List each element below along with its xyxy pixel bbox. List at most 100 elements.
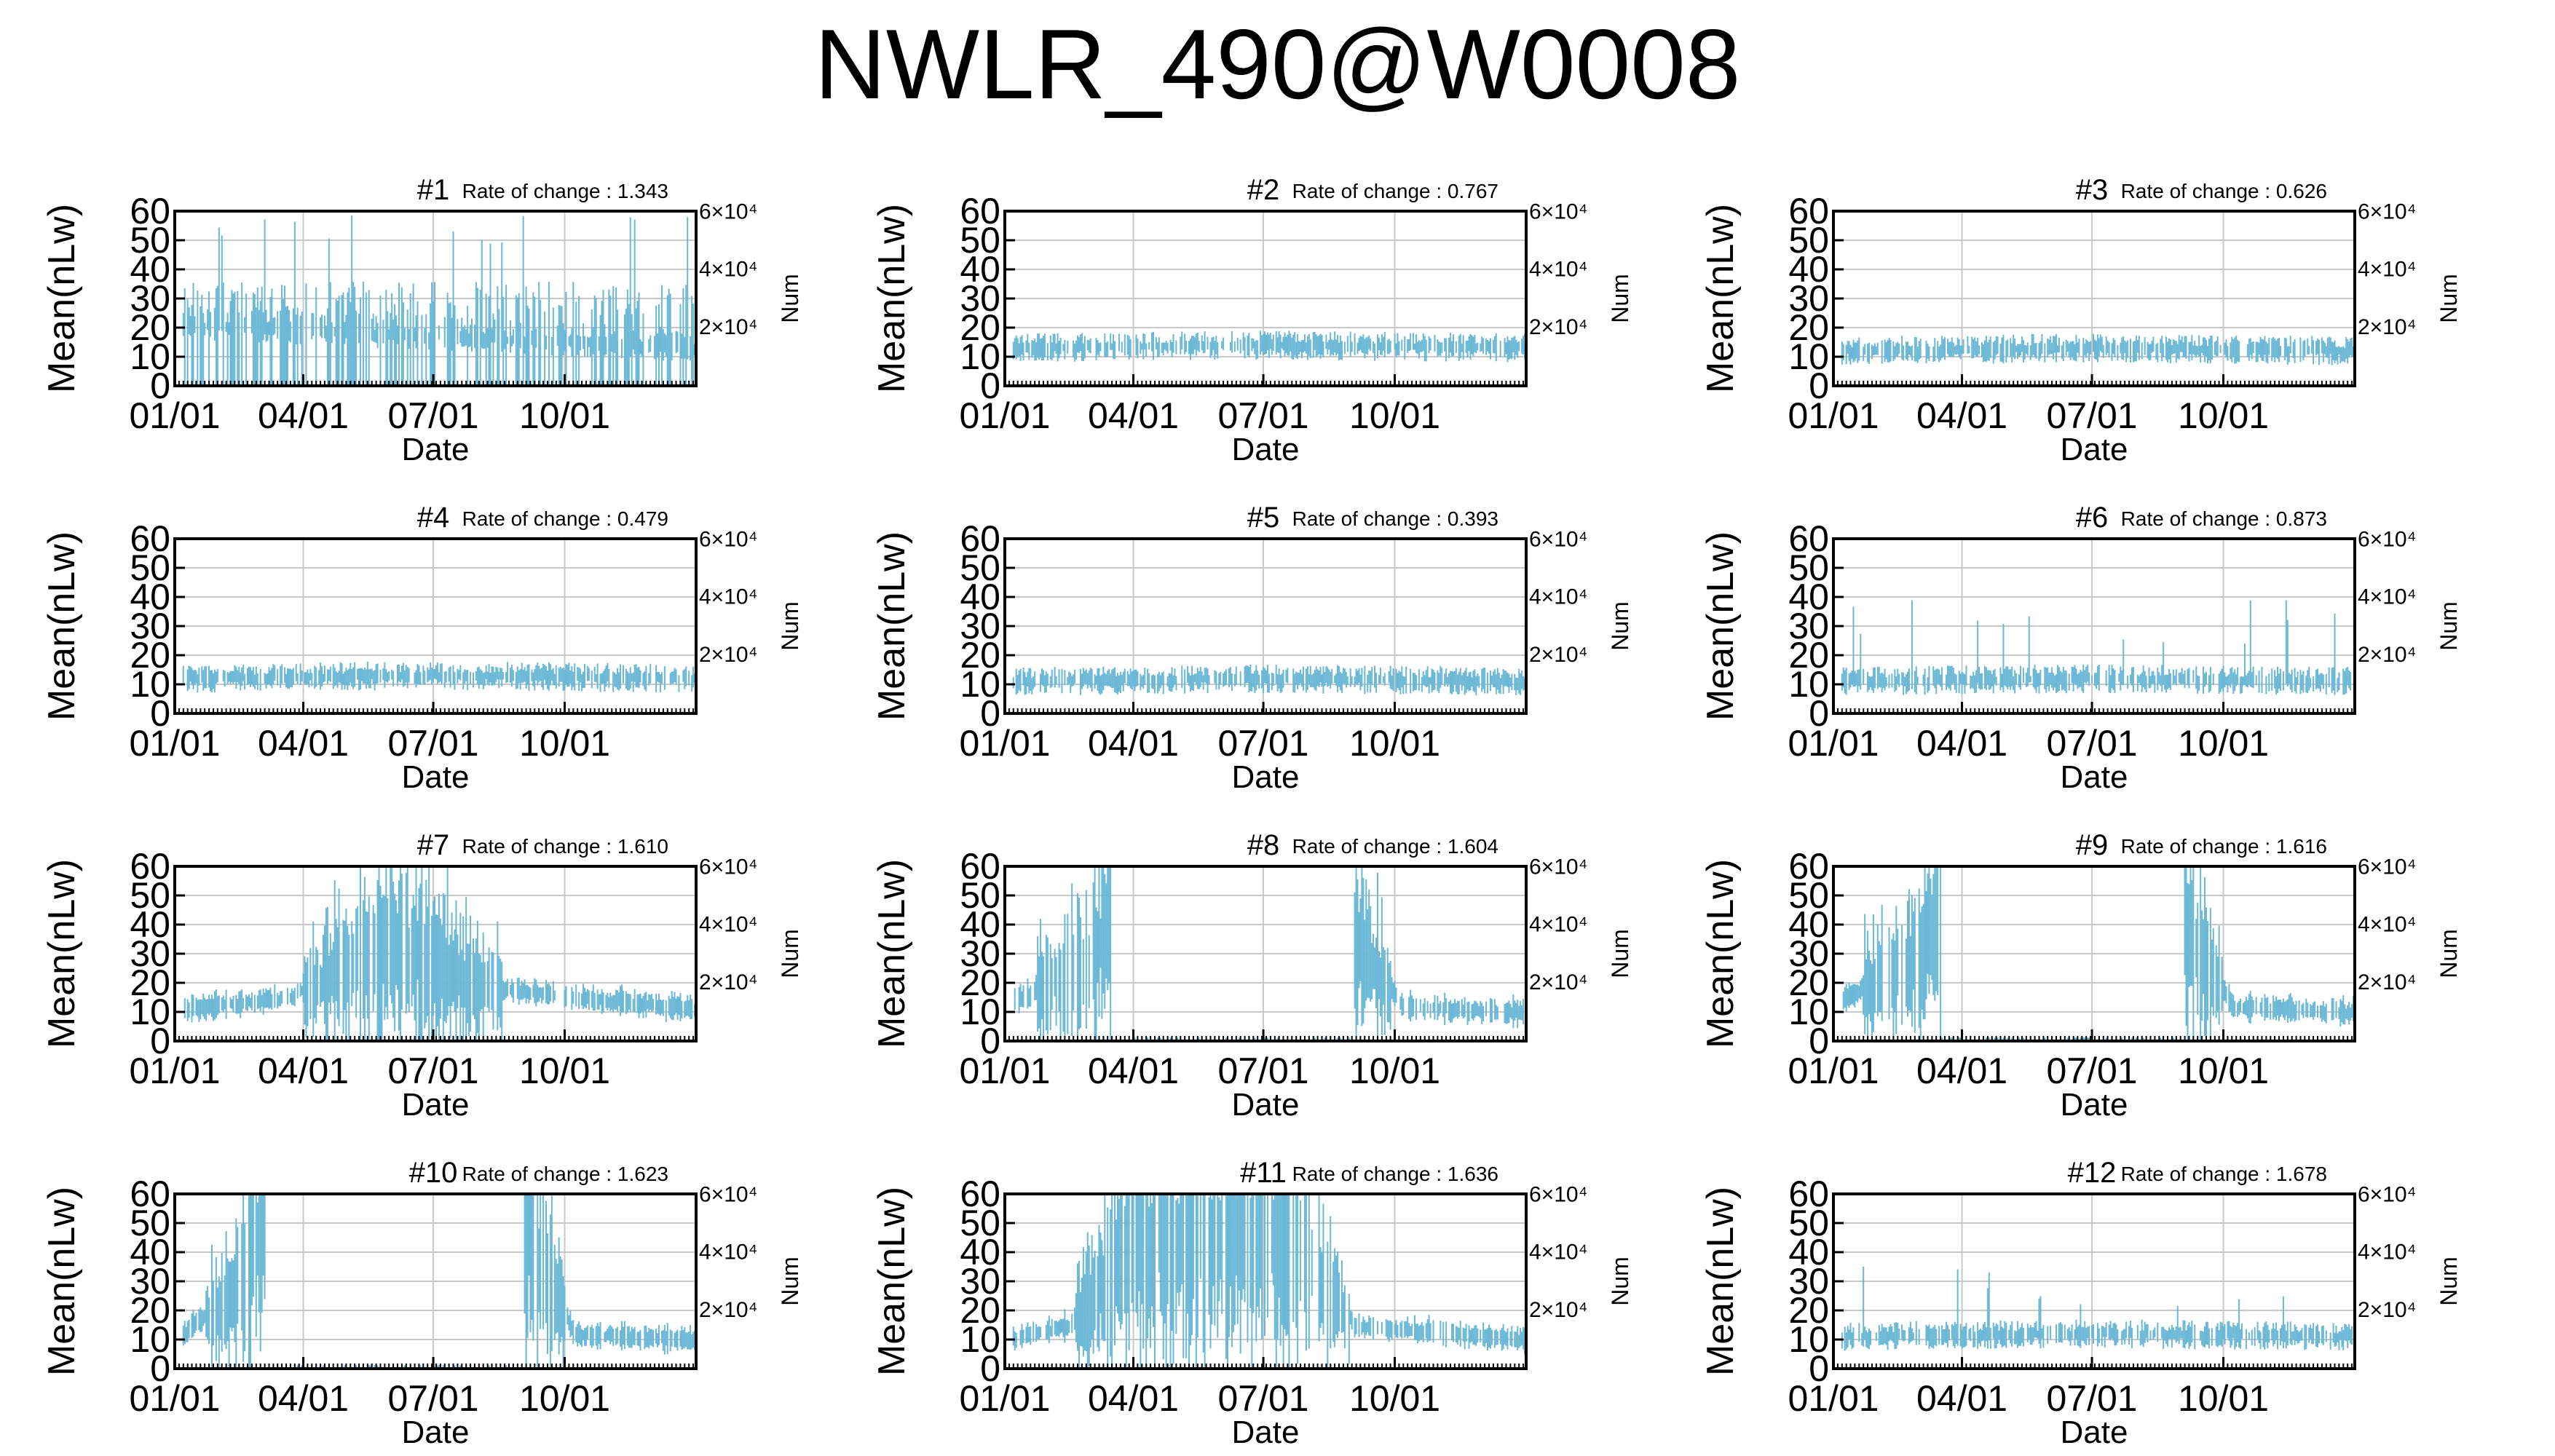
- bar: [1444, 338, 1446, 352]
- bar: [345, 908, 347, 1041]
- bar: [581, 1329, 583, 1348]
- bar: [1079, 1291, 1081, 1346]
- bar: [1995, 336, 1997, 355]
- bar: [352, 282, 355, 384]
- bar: [240, 672, 242, 691]
- bar: [1918, 888, 1920, 1028]
- y-tick-label: 20: [130, 1290, 170, 1331]
- bar: [1459, 1321, 1461, 1347]
- bar: [2225, 986, 2227, 1004]
- bar: [207, 309, 209, 331]
- bar: [2164, 1329, 2166, 1341]
- bar: [2139, 673, 2141, 686]
- bar: [1181, 331, 1183, 350]
- bar: [1086, 339, 1089, 351]
- bar: [1340, 1260, 1343, 1333]
- bar: [1379, 667, 1381, 684]
- bar: [1395, 343, 1397, 358]
- rate-of-change-label: Rate of change : 1.616: [2121, 835, 2327, 858]
- bar: [545, 1200, 548, 1324]
- bar: [374, 670, 376, 691]
- bar: [402, 302, 404, 384]
- bar: [1202, 1194, 1204, 1353]
- bar: [2341, 1000, 2343, 1023]
- bar: [1485, 339, 1488, 355]
- bar: [1983, 1322, 1986, 1348]
- bar: [1094, 674, 1096, 689]
- y2-tick-label: 4×10⁴: [1529, 585, 1587, 609]
- bar: [561, 306, 563, 384]
- x-tick-label: 07/01: [2046, 1378, 2137, 1419]
- bar: [1089, 1275, 1091, 1348]
- bar: [1124, 334, 1126, 356]
- bar: [1165, 341, 1167, 352]
- bar: [629, 667, 631, 689]
- bar: [671, 991, 673, 1020]
- bar: [2344, 347, 2346, 363]
- bar: [1131, 1194, 1133, 1303]
- x-axis-label: Date: [1232, 1087, 1300, 1123]
- bar: [598, 994, 600, 1010]
- bar: [1134, 1037, 1136, 1041]
- bar: [1214, 670, 1216, 684]
- bar-series: [182, 1194, 696, 1369]
- bar: [2298, 1000, 2300, 1021]
- bar: [2222, 1326, 2224, 1340]
- bar: [431, 915, 433, 1041]
- bar: [1518, 668, 1520, 694]
- bar: [626, 1326, 628, 1346]
- bar: [2280, 1325, 2283, 1342]
- bar: [644, 992, 646, 1011]
- bar: [2264, 336, 2266, 355]
- bar: [1988, 339, 1990, 361]
- bar: [1425, 1323, 1427, 1339]
- bar: [1423, 998, 1426, 1021]
- bar: [205, 665, 208, 689]
- bar: [1901, 672, 1903, 686]
- bar: [592, 1328, 594, 1346]
- bar: [1238, 1194, 1240, 1291]
- bar: [529, 987, 532, 1000]
- bar: [381, 898, 383, 1041]
- bar: [1295, 1194, 1298, 1328]
- bar: [2259, 1332, 2262, 1349]
- bar: [679, 304, 682, 384]
- bar: [1855, 984, 1857, 1002]
- x-tick-label: 01/01: [129, 1378, 220, 1419]
- bar: [1408, 1323, 1410, 1337]
- bar: [639, 339, 641, 355]
- bar: [235, 666, 237, 689]
- bar: [421, 866, 423, 1041]
- bar: [1370, 906, 1372, 1002]
- bar: [1849, 344, 1852, 365]
- bar: [2182, 342, 2184, 357]
- bar: [558, 668, 560, 687]
- bar: [1885, 1327, 1887, 1345]
- bar: [2345, 1324, 2347, 1342]
- bar: [1949, 1037, 1951, 1041]
- bar: [1956, 337, 1959, 355]
- bar: [1018, 986, 1020, 1014]
- bar: [1434, 334, 1436, 352]
- bar: [1287, 1194, 1289, 1335]
- bar: [1177, 1037, 1179, 1041]
- bar: [448, 944, 450, 1006]
- bar: [241, 282, 243, 384]
- bar: [1342, 668, 1344, 684]
- bar: [188, 1319, 190, 1339]
- bar: [1865, 959, 1868, 1018]
- bar: [2141, 342, 2143, 360]
- bar: [468, 943, 470, 1037]
- bar: [2310, 1004, 2312, 1018]
- bar: [1508, 340, 1510, 360]
- bar: [335, 671, 337, 686]
- bar: [2243, 644, 2246, 685]
- bar: [1521, 670, 1523, 689]
- bar: [248, 666, 250, 684]
- y-tick-label: 40: [130, 249, 170, 290]
- bar: [382, 320, 384, 344]
- bar: [1986, 670, 1989, 685]
- bar: [1891, 673, 1893, 688]
- bar: [2161, 1326, 2163, 1339]
